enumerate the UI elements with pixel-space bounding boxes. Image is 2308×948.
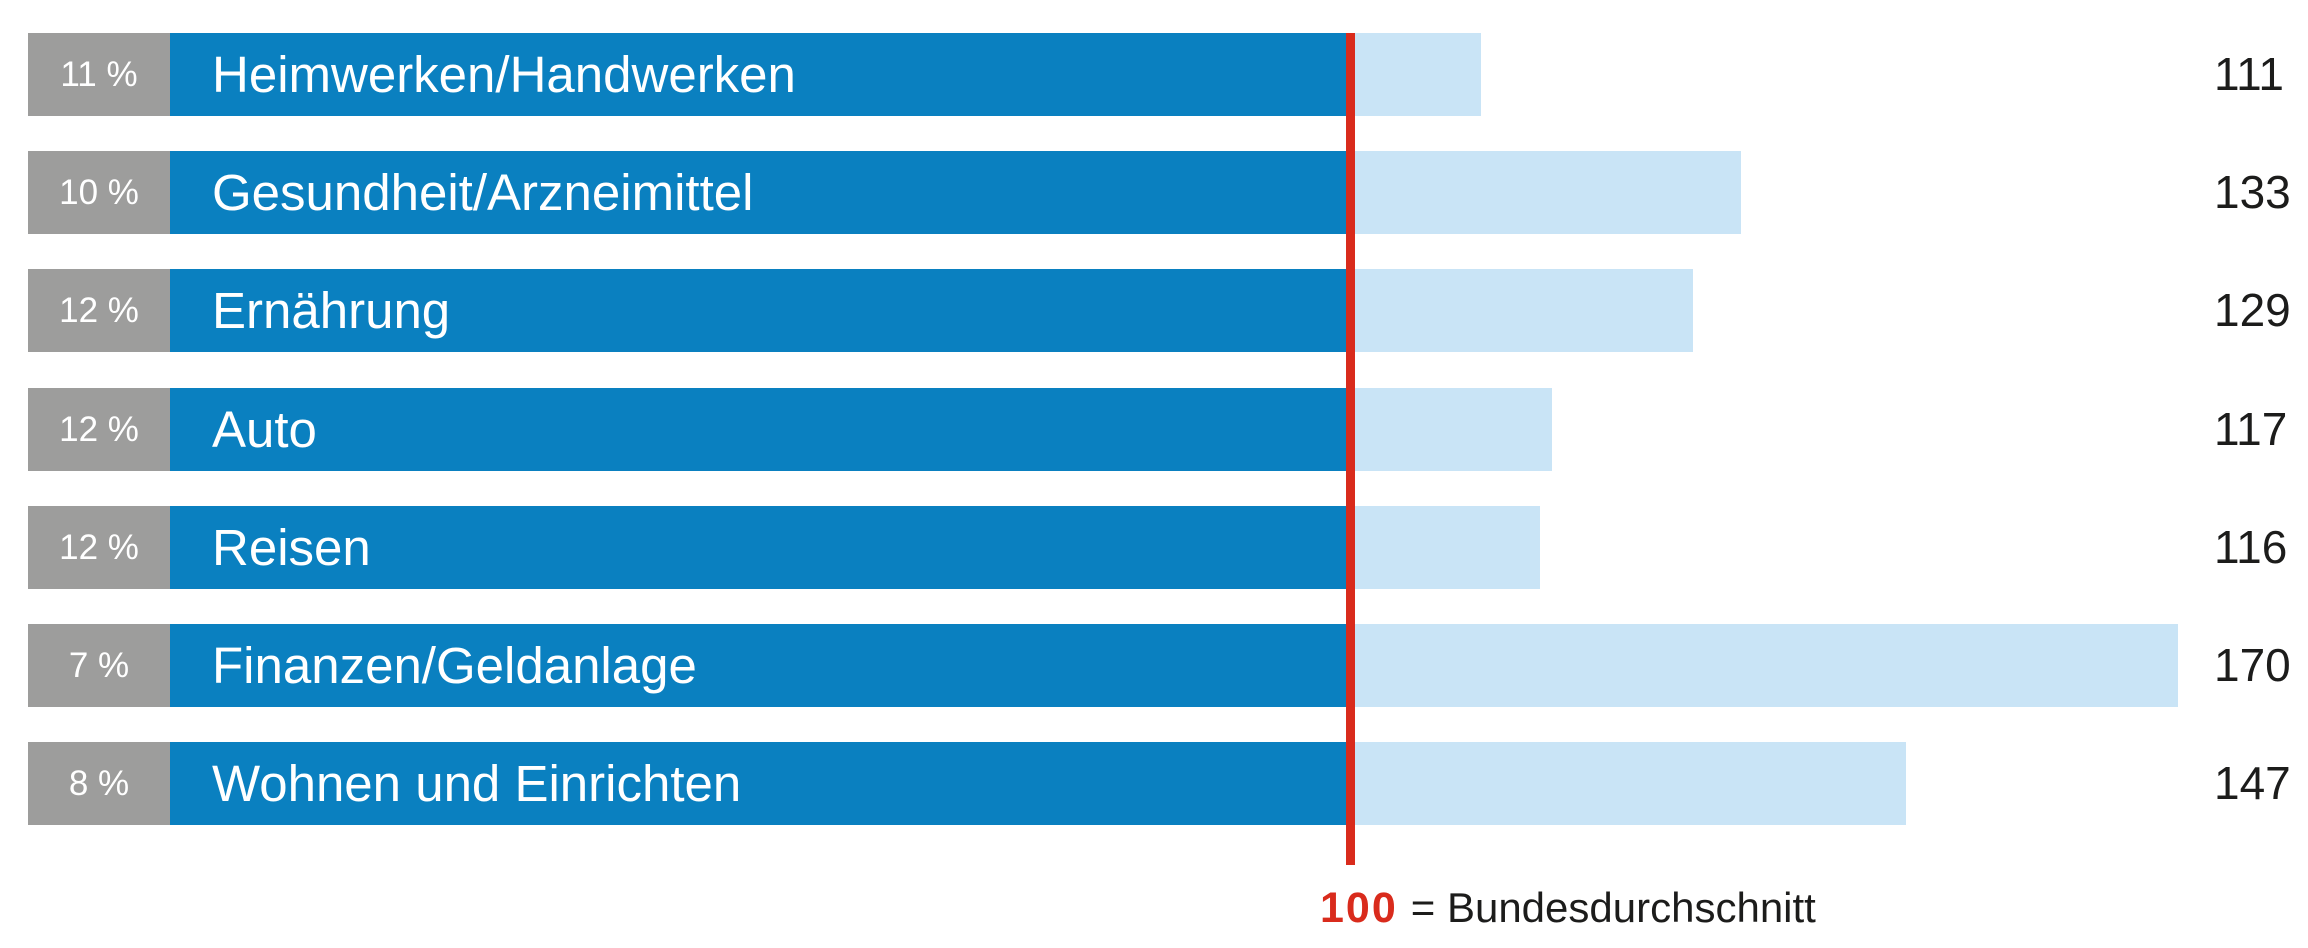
- index-value: 116: [2214, 521, 2288, 573]
- index-bar-base: Gesundheit/Arzneimittel: [170, 151, 1351, 234]
- index-bar-overflow: [1351, 33, 1481, 116]
- chart-row: 12 % Reisen 116: [0, 506, 2308, 589]
- index-bar-overflow: [1351, 624, 2178, 707]
- index-bar-overflow: [1351, 388, 1552, 471]
- category-label: Auto: [212, 401, 317, 458]
- chart-row: 12 % Auto 117: [0, 388, 2308, 471]
- legend-label: = Bundesdurchschnitt: [1410, 884, 1816, 931]
- chart-row: 7 % Finanzen/Geldanlage 170: [0, 624, 2308, 707]
- index-value: 129: [2214, 284, 2291, 336]
- index-value: 117: [2214, 403, 2288, 455]
- index-bar-overflow: [1351, 151, 1741, 234]
- share-percentage-box: 12 %: [28, 506, 170, 589]
- index-bar-overflow: [1351, 742, 1906, 825]
- index-value: 133: [2214, 166, 2291, 218]
- category-label: Finanzen/Geldanlage: [212, 637, 697, 694]
- chart-row: 10 % Gesundheit/Arzneimittel 133: [0, 151, 2308, 234]
- index-bar-base: Ernährung: [170, 269, 1351, 352]
- chart-row: 11 % Heimwerken/Handwerken 111: [0, 33, 2308, 116]
- index-value: 147: [2214, 757, 2291, 809]
- category-label: Heimwerken/Handwerken: [212, 46, 796, 103]
- index-bar-overflow: [1351, 506, 1540, 589]
- category-label: Ernährung: [212, 282, 451, 339]
- reference-line-100: [1346, 33, 1355, 865]
- index-bar-base: Reisen: [170, 506, 1351, 589]
- category-label: Reisen: [212, 519, 371, 576]
- legend-value-100: 100: [1320, 884, 1398, 932]
- chart-row: 12 % Ernährung 129: [0, 269, 2308, 352]
- index-bar-base: Heimwerken/Handwerken: [170, 33, 1351, 116]
- index-bar-base: Auto: [170, 388, 1351, 471]
- index-value: 111: [2214, 48, 2284, 100]
- reference-legend: 100 = Bundesdurchschnitt: [1320, 884, 1816, 933]
- index-value: 170: [2214, 639, 2291, 691]
- index-bar-overflow: [1351, 269, 1693, 352]
- share-percentage-box: 8 %: [28, 742, 170, 825]
- category-label: Gesundheit/Arzneimittel: [212, 164, 754, 221]
- index-bar-base: Finanzen/Geldanlage: [170, 624, 1351, 707]
- index-bar-base: Wohnen und Einrichten: [170, 742, 1351, 825]
- share-percentage-box: 12 %: [28, 269, 170, 352]
- share-percentage-box: 10 %: [28, 151, 170, 234]
- chart-row: 8 % Wohnen und Einrichten 147: [0, 742, 2308, 825]
- category-label: Wohnen und Einrichten: [212, 755, 742, 812]
- share-percentage-box: 7 %: [28, 624, 170, 707]
- share-percentage-box: 12 %: [28, 388, 170, 471]
- share-percentage-box: 11 %: [28, 33, 170, 116]
